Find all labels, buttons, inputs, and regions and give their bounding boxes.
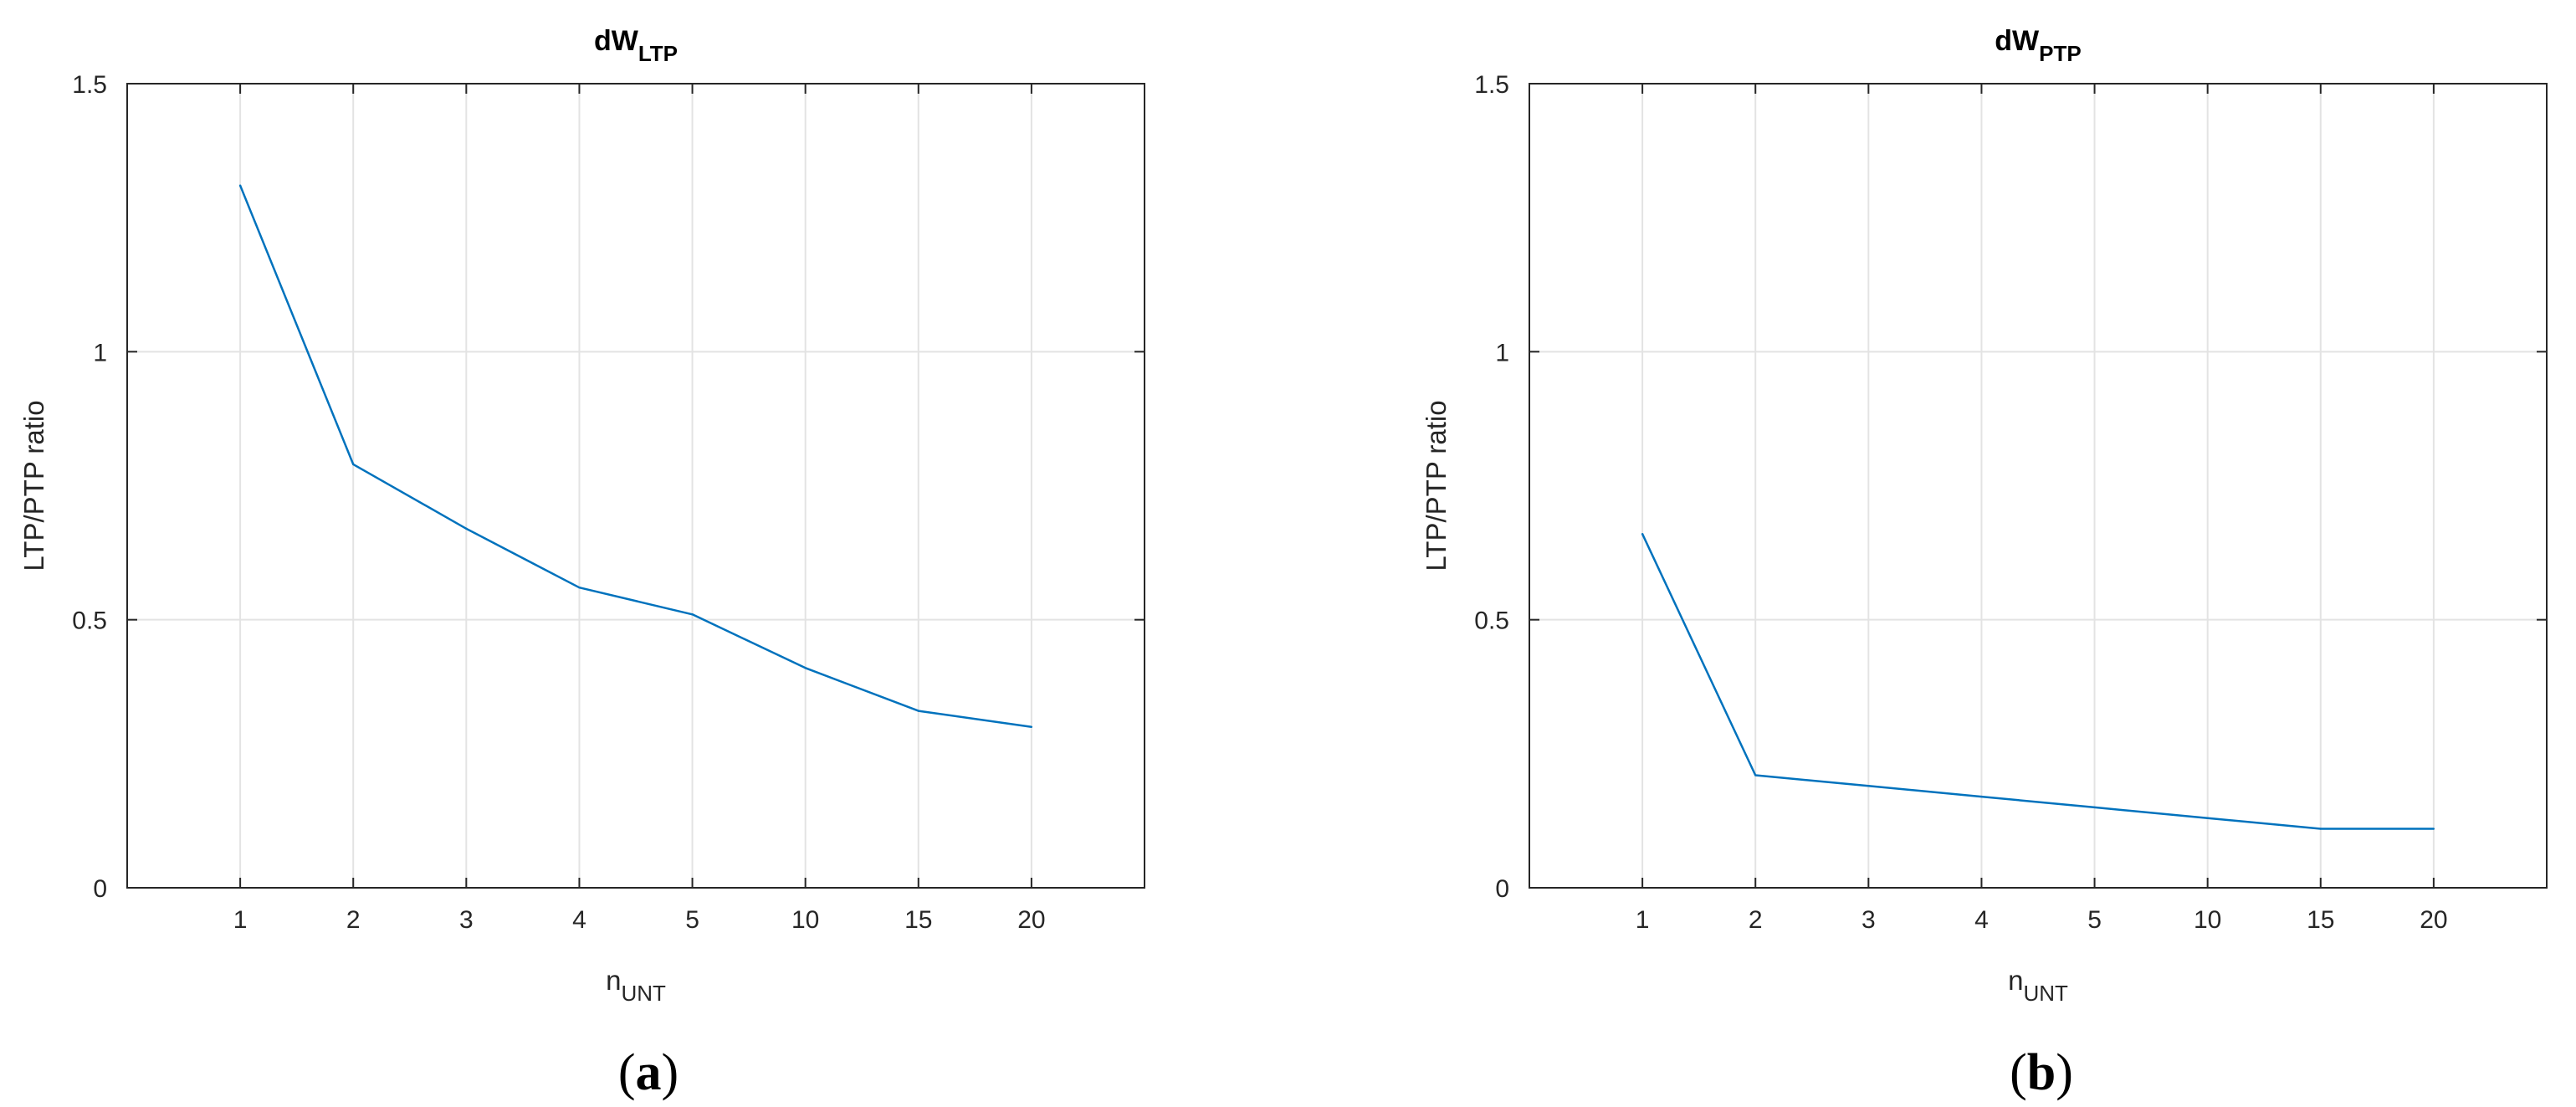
y-tick-label: 0.5 <box>1474 607 1509 635</box>
data-point <box>2093 806 2096 809</box>
panel-label-close-paren: ) <box>2056 1044 2073 1101</box>
data-point <box>1754 774 1757 776</box>
y-tick-label: 1.5 <box>72 71 107 99</box>
data-point <box>691 613 694 616</box>
x-axis-label-main: n <box>2008 965 2023 996</box>
chart-title: dWPTP <box>1995 25 2081 66</box>
x-tick-label: 5 <box>685 906 699 934</box>
y-tick-label: 0 <box>1495 875 1509 903</box>
x-tick-label: 1 <box>233 906 248 934</box>
x-tick-label: 4 <box>1974 906 1989 934</box>
y-tick-label: 0.5 <box>72 607 107 635</box>
x-tick-label: 10 <box>791 906 819 934</box>
x-tick-label: 10 <box>2194 906 2221 934</box>
plot-area-box <box>126 83 1145 889</box>
chart-panel-a: 1 2 3 4 5 10 15 20 0 0.5 1 1.5 dWLTP nUNT LTP/PTP rati… <box>18 25 1145 1101</box>
panel-label-close-paren: ) <box>662 1044 679 1101</box>
plot-area-box <box>1529 83 2548 889</box>
data-point <box>238 184 242 187</box>
series-line <box>1641 533 2434 830</box>
x-tick-label: 15 <box>2307 906 2334 934</box>
y-axis-label: LTP/PTP ratio <box>18 400 49 571</box>
x-tick-label: 4 <box>572 906 586 934</box>
y-tick-label: 0 <box>93 875 107 903</box>
data-point <box>352 463 355 466</box>
ticks <box>127 83 1145 889</box>
x-tick-label: 20 <box>2420 906 2447 934</box>
data-point <box>2206 817 2209 819</box>
chart-title-main: dW <box>594 25 639 57</box>
chart-title-subscript: LTP <box>638 41 678 66</box>
data-point <box>917 710 919 712</box>
x-tick-label: 20 <box>1017 906 1045 934</box>
y-tick-label: 1 <box>93 339 107 366</box>
y-tick-label: 1.5 <box>1474 71 1509 99</box>
data-point <box>1030 725 1033 728</box>
y-tick-label: 1 <box>1495 339 1509 366</box>
ticks <box>1529 83 2547 889</box>
x-tick-label: 3 <box>1862 906 1876 934</box>
x-axis-label-subscript: UNT <box>2023 981 2068 1006</box>
data-point <box>2432 828 2435 830</box>
data-point <box>1641 532 1644 536</box>
data-point <box>2319 828 2322 830</box>
x-tick-label: 3 <box>459 906 474 934</box>
data-point <box>465 527 468 530</box>
chart-title-subscript: PTP <box>2039 41 2082 66</box>
grid <box>1529 83 2547 889</box>
x-axis-label: nUNT <box>606 965 666 1006</box>
panel-label-letter: a <box>636 1044 662 1101</box>
panel-label-open-paren: ( <box>618 1044 636 1101</box>
panel-label-letter: b <box>2027 1044 2056 1101</box>
chart-title-main: dW <box>1995 25 2040 57</box>
data-point <box>578 587 581 589</box>
chart-panel-b: 1 2 3 4 5 10 15 20 0 0.5 1 1.5 dWPTP nUNT LTP/PTP rati… <box>1421 25 2548 1101</box>
data-point <box>1867 785 1870 787</box>
x-tick-label: 2 <box>1749 906 1763 934</box>
x-axis-label-main: n <box>606 965 621 996</box>
data-point <box>804 667 807 669</box>
grid <box>127 83 1145 889</box>
panel-label-open-paren: ( <box>2010 1044 2027 1101</box>
panel-label: (a) <box>618 1044 679 1101</box>
x-tick-label: 5 <box>2087 906 2102 934</box>
x-axis-label-subscript: UNT <box>621 981 666 1006</box>
series-line <box>238 185 1032 729</box>
panel-label: (b) <box>2010 1044 2073 1101</box>
data-point <box>1980 795 1983 798</box>
y-axis-label: LTP/PTP ratio <box>1421 400 1452 571</box>
chart-title: dWLTP <box>594 25 678 66</box>
x-axis-label: nUNT <box>2008 965 2068 1006</box>
x-tick-label: 2 <box>346 906 361 934</box>
x-tick-label: 15 <box>904 906 932 934</box>
x-tick-label: 1 <box>1636 906 1650 934</box>
